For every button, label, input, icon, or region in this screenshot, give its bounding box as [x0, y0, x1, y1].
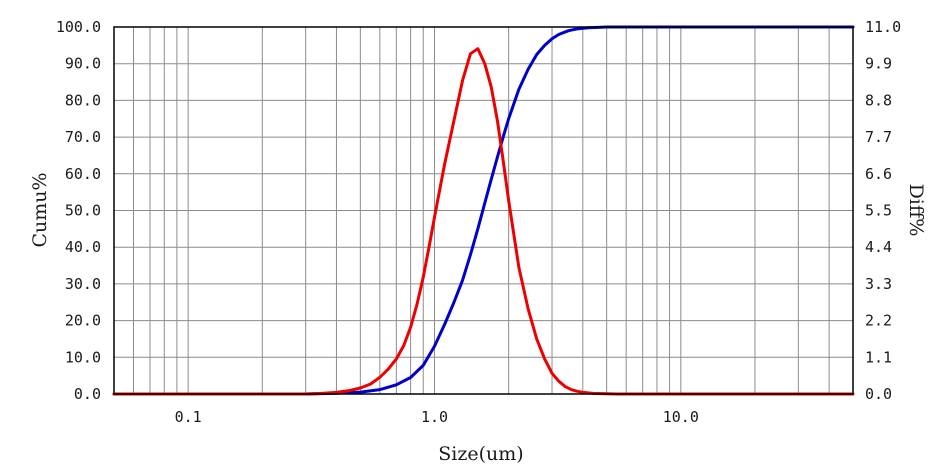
y-left-tick-label: 30.0 — [65, 275, 101, 293]
x-tick-labels: 0.1 1.0 10.0 — [175, 408, 699, 426]
y-right-tick-label: 9.9 — [865, 55, 892, 73]
y-left-tick-label: 0.0 — [74, 385, 101, 403]
x-tick-label: 1.0 — [421, 408, 448, 426]
y-right-tick-label: 3.3 — [865, 275, 892, 293]
y-left-tick-label: 50.0 — [65, 202, 101, 220]
y-left-tick-label: 20.0 — [65, 312, 101, 330]
y-right-tick-label: 5.5 — [865, 202, 892, 220]
y-right-tick-label: 0.0 — [865, 385, 892, 403]
y-right-tick-label: 1.1 — [865, 348, 892, 366]
y-left-tick-label: 80.0 — [65, 91, 101, 109]
y-right-tick-label: 2.2 — [865, 312, 892, 330]
x-axis-title: Size(um) — [438, 443, 523, 465]
left-y-tick-labels: 0.0 10.0 20.0 30.0 40.0 50.0 60.0 70.0 80.0 90.0 1… — [56, 18, 101, 403]
x-tick-label: 0.1 — [175, 408, 202, 426]
y-left-tick-label: 90.0 — [65, 55, 101, 73]
plot-frame — [113, 26, 854, 395]
y-left-tick-label: 40.0 — [65, 238, 101, 256]
x-tick-label: 10.0 — [663, 408, 699, 426]
diff-percent-series-line — [112, 47, 855, 396]
y-right-tick-label: 7.7 — [865, 128, 892, 146]
right-y-tick-labels: 0.0 1.1 2.2 3.3 4.4 5.5 6.6 7.7 8.8 9.9 11.0 — [865, 18, 901, 403]
y-axis-left-title: Cumu% — [29, 172, 51, 247]
y-right-tick-label: 8.8 — [865, 91, 892, 109]
y-left-tick-label: 100.0 — [56, 18, 101, 36]
y-left-tick-label: 60.0 — [65, 165, 101, 183]
y-left-tick-label: 10.0 — [65, 348, 101, 366]
y-right-tick-label: 6.6 — [865, 165, 892, 183]
y-right-tick-label: 11.0 — [865, 18, 901, 36]
y-right-tick-label: 4.4 — [865, 238, 892, 256]
y-axis-right-title: Diff% — [905, 184, 927, 237]
y-left-tick-label: 70.0 — [65, 128, 101, 146]
